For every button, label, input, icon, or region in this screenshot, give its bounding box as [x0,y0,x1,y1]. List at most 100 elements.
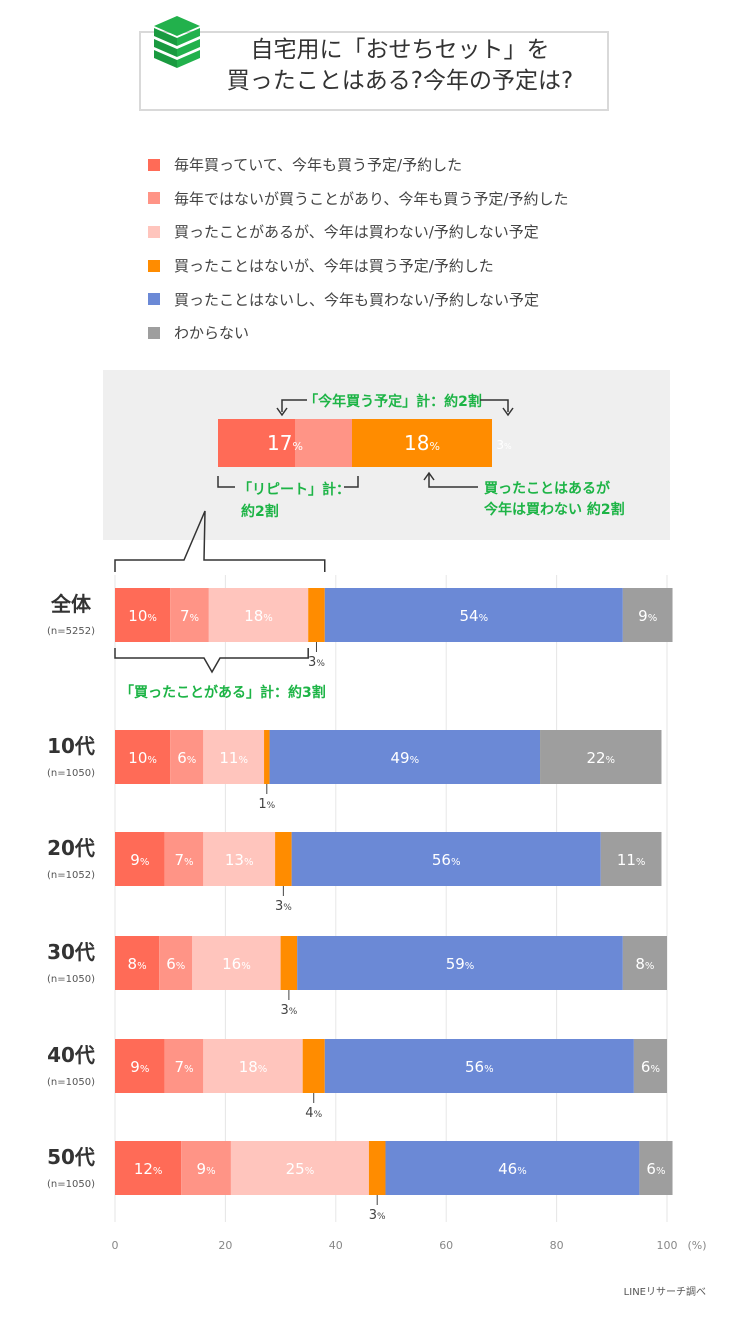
callout-top-bracket [480,399,509,412]
bought-callout-label: 今年は買わない 約2割 [483,501,625,518]
data-label: 18% [244,607,273,625]
callout-top-label: 「今年買う予定」計：約2割 [304,393,482,410]
bar-segment [302,1039,325,1093]
bar-segment [115,832,165,886]
title-box [139,31,609,111]
data-label: 4% [305,1106,322,1121]
legend: 毎年買っていて、今年も買う予定/予約した 毎年ではないが買うことがあり、今年も買… [148,148,568,350]
legend-swatch [148,158,160,171]
data-label: 1% [258,797,275,812]
bar-segment [115,1141,182,1195]
data-label: 9% [638,607,657,625]
bar-segment [115,1039,165,1093]
arrow-head [423,471,435,481]
x-tick-label: 40 [329,1239,343,1252]
bar-segment [115,730,171,784]
legend-swatch [148,192,160,205]
x-axis-unit: (%) [687,1239,706,1252]
category-label: 30代 [47,940,95,964]
sample-size-label: (n=1052) [47,870,95,881]
data-label: 16% [222,955,251,973]
data-label: 6% [177,749,196,767]
bar-segment [115,588,171,642]
data-label: 7% [180,607,199,625]
legend-item: 毎年ではないが買うことがあり、今年も買う予定/予約した [148,182,568,216]
bar-segment [633,1039,667,1093]
data-label: 59% [446,955,475,973]
data-label: 7% [174,1058,193,1076]
legend-item: 買ったことがあるが、今年は買わない/予約しない予定 [148,215,568,249]
data-label: 9% [197,1160,216,1178]
source-credit: LINEリサーチ調べ [623,1287,706,1298]
bar-segment [164,1039,204,1093]
legend-item: 買ったことはないが、今年は買う予定/予約した [148,249,568,283]
legend-label: わからない [174,324,250,343]
legend-item: 買ったことはないし、今年も買わない/予約しない予定 [148,282,568,316]
legend-swatch [148,326,160,339]
data-label: 56% [432,851,461,869]
bar-segment [308,588,325,642]
data-label: 9% [130,1058,149,1076]
bar-segment [622,936,667,990]
bar-segment [159,936,193,990]
arrow-head [276,407,288,417]
bar-segment [208,588,309,642]
callout-bar-segment [218,419,295,467]
data-label: 6% [641,1058,660,1076]
repeat-bracket [114,510,326,572]
data-label: 49% [390,749,419,767]
page-title: 自宅用に「おせちセット」を 買ったことはある?今年の予定は? [226,37,574,94]
data-label: 9% [130,851,149,869]
ever-bought-label: 「買ったことがある」計：約3割 [120,684,326,701]
repeat-callout-label: 約2割 [241,503,279,520]
bar-segment [540,730,662,784]
arrow-head [502,407,514,417]
repeat-callout-bracket [344,476,359,488]
data-label: 8% [635,955,654,973]
bar-segment [639,1141,673,1195]
x-tick-label: 0 [112,1239,119,1252]
data-label: 10% [128,749,157,767]
bar-segment [264,730,270,784]
bought-callout-label: 買ったことはあるが [484,480,611,497]
data-label: 8% [128,955,147,973]
bar-segment [385,1141,640,1195]
bar-segment [115,936,160,990]
bar-segment [324,588,623,642]
x-tick-label: 60 [439,1239,453,1252]
bar-segment [203,1039,303,1093]
bar-segment [297,936,623,990]
data-label: 6% [166,955,185,973]
legend-item: 毎年買っていて、今年も買う予定/予約した [148,148,568,182]
data-label: 10% [128,607,157,625]
callout-data-label: 3% [496,438,512,452]
callout-bar-segment [352,419,492,467]
data-label: 25% [286,1160,315,1178]
callout-bar-segment [295,419,352,467]
category-label: 50代 [47,1145,95,1169]
data-label: 12% [134,1160,163,1178]
callout-data-label: 18% [404,431,440,455]
legend-label: 買ったことはないが、今年は買う予定/予約した [174,257,494,276]
sample-size-label: (n=5252) [47,626,95,637]
category-label: 40代 [47,1043,95,1067]
stacked-box-icon [154,16,200,68]
bar-segment [600,832,662,886]
legend-swatch [148,259,160,272]
category-label: 20代 [47,836,95,860]
bar-segment [324,1039,634,1093]
legend-swatch [148,293,160,306]
category-label: 10代 [47,734,95,758]
bar-segment [192,936,281,990]
data-label: 11% [617,851,646,869]
bar-segment [170,588,209,642]
bar-segment [203,730,265,784]
legend-label: 毎年ではないが買うことがあり、今年も買う予定/予約した [174,189,569,208]
bar-segment [280,936,298,990]
data-label: 46% [498,1160,527,1178]
bar-segment [164,832,204,886]
data-label: 7% [174,851,193,869]
data-label: 6% [646,1160,665,1178]
x-tick-label: 100 [657,1239,678,1252]
data-label: 13% [225,851,254,869]
